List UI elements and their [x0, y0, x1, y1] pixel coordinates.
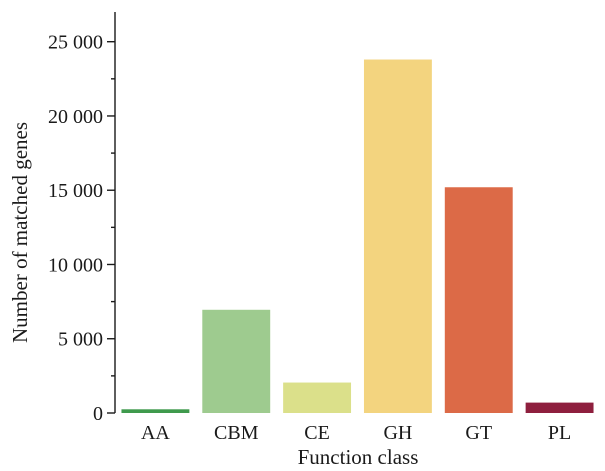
bar-aa: [121, 409, 190, 413]
y-tick-label: 20 000: [48, 106, 103, 128]
bars-group: [121, 59, 594, 413]
x-tick-label: GH: [383, 422, 412, 444]
bar-gh: [363, 59, 432, 413]
x-tick-label: AA: [141, 422, 170, 444]
y-tick-label: 10 000: [48, 254, 103, 276]
x-tick-label: CBM: [214, 422, 259, 444]
bar-cbm: [202, 309, 271, 413]
y-tick-label: 5 000: [58, 329, 103, 351]
x-axis-title: Function class: [298, 445, 419, 469]
y-tick-label: 25 000: [48, 32, 103, 54]
y-tick-label: 0: [93, 403, 103, 425]
ticks-group: AA CBM CE GH GT PL 0 5 000 10 000 15 000 20 000 25 …: [48, 32, 571, 444]
bar-pl: [525, 402, 594, 413]
x-tick-label: PL: [548, 422, 571, 444]
bar-gt: [444, 187, 513, 413]
y-tick-label: 15 000: [48, 180, 103, 202]
x-tick-label: GT: [465, 422, 492, 444]
bar-ce: [283, 382, 352, 413]
y-axis-title: Number of matched genes: [8, 122, 32, 343]
x-tick-label: CE: [304, 422, 330, 444]
